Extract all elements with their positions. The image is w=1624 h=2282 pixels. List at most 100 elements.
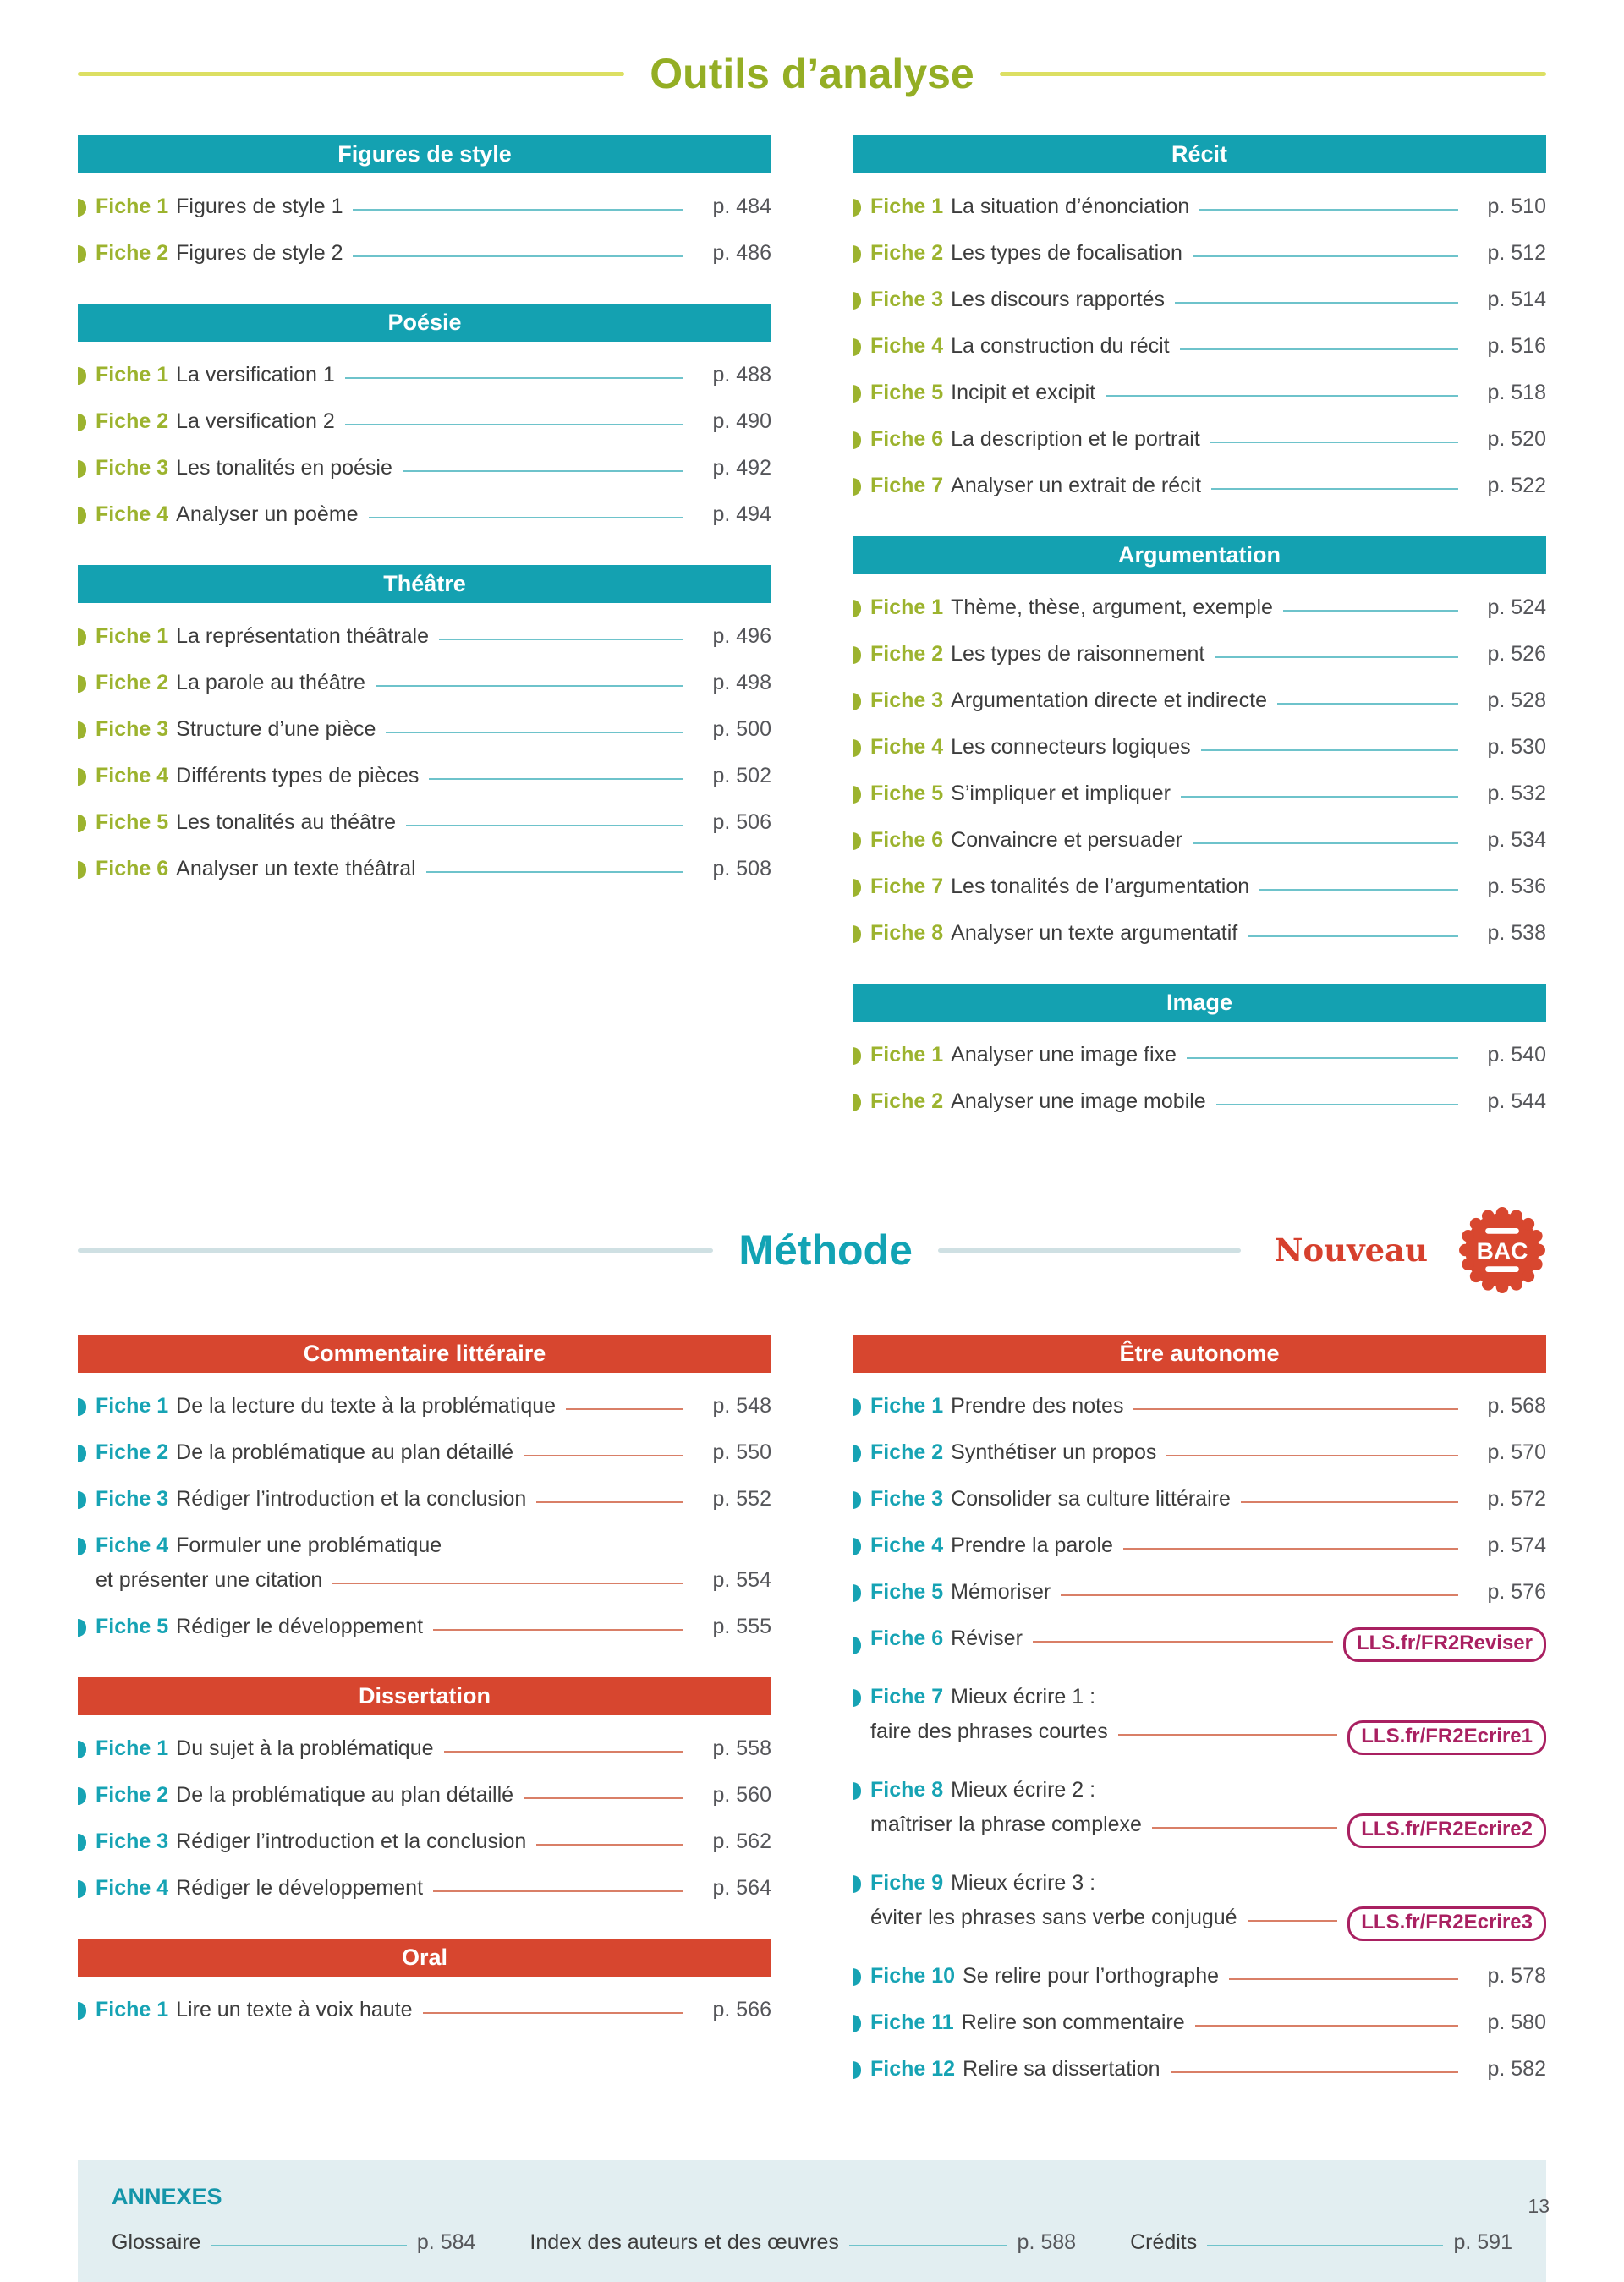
toc-entry: Fiche 1 La situation d’énonciation p. 510 <box>853 195 1546 218</box>
entry-title: Analyser un texte théâtral <box>176 857 416 880</box>
toc-entry: Fiche 10 Se relire pour l’orthographe p. 5… <box>853 1965 1546 1988</box>
section-title-methode: Méthode <box>738 1226 913 1274</box>
leader-line <box>353 209 683 211</box>
fiche-number: Fiche 7 <box>870 1685 944 1709</box>
page-ref: p. 520 <box>1487 427 1546 451</box>
entry-title: S’impliquer et impliquer <box>951 782 1171 805</box>
annexes-band: ANNEXES Glossaire p. 584 Index des auteur… <box>78 2160 1546 2282</box>
leader-line <box>536 1501 683 1503</box>
lls-link-badge[interactable]: LLS.fr/FR2Reviser <box>1342 1627 1546 1662</box>
fiche-number: Fiche 7 <box>870 474 944 497</box>
page-ref: p. 572 <box>1487 1487 1546 1511</box>
toc-entry: Fiche 1 Analyser une image fixe p. 540 <box>853 1044 1546 1067</box>
entry-title: Analyser une image mobile <box>951 1089 1206 1113</box>
fiche-number: Fiche 4 <box>96 502 169 526</box>
entry-title: Prendre la parole <box>951 1533 1113 1557</box>
leader-line <box>1282 610 1458 612</box>
fiche-bullet-icon <box>78 1538 86 1555</box>
page-ref: p. 532 <box>1487 782 1546 805</box>
entry-title: Relire son commentaire <box>961 2010 1185 2034</box>
leader-line <box>344 377 683 379</box>
page-ref: p. 576 <box>1487 1580 1546 1604</box>
toc-entry: Fiche 2 Les types de focalisation p. 512 <box>853 242 1546 265</box>
group-header: Commentaire littéraire <box>78 1335 771 1373</box>
toc-entry: Fiche 7 Les tonalités de l’argumentation p… <box>853 875 1546 898</box>
leader-line <box>425 871 683 873</box>
page-ref: p. 570 <box>1487 1440 1546 1464</box>
fiche-bullet-icon <box>853 1398 861 1416</box>
methode-columns: Commentaire littéraire Fiche 1 De la lect… <box>78 1335 1546 2120</box>
fiche-number: Fiche 1 <box>96 1998 169 2021</box>
fiche-bullet-icon <box>853 431 861 449</box>
entry-title: Rédiger le développement <box>176 1615 424 1638</box>
toc-entry: Fiche 1 Prendre des notes p. 568 <box>853 1395 1546 1418</box>
page-ref: p. 502 <box>712 764 771 787</box>
section-title-outils: Outils d’analyse <box>650 50 974 97</box>
page-ref: p. 498 <box>712 671 771 694</box>
toc-entry: Fiche 2 La parole au théâtre p. 498 <box>78 672 771 694</box>
entry-title: Les types de focalisation <box>951 241 1182 265</box>
entry-title: De la problématique au plan détaillé <box>176 1783 514 1807</box>
page-ref: p. 512 <box>1487 241 1546 265</box>
annex-entry: Index des auteurs et des œuvres p. 588 <box>529 2230 1076 2255</box>
page-ref: p. 508 <box>712 857 771 880</box>
page-ref: p. 510 <box>1487 195 1546 218</box>
toc-entry: Fiche 2 Figures de style 2 p. 486 <box>78 242 771 265</box>
lls-link-badge[interactable]: LLS.fr/FR2Ecrire2 <box>1347 1813 1546 1848</box>
leader-line <box>1170 2071 1458 2073</box>
methode-left-column: Commentaire littéraire Fiche 1 De la lect… <box>78 1335 771 2060</box>
toc-entry: Fiche 3 Structure d’une pièce p. 500 <box>78 718 771 741</box>
entry-title: La représentation théâtrale <box>176 624 429 648</box>
lls-link-badge[interactable]: LLS.fr/FR2Ecrire3 <box>1347 1906 1546 1941</box>
toc-entry: Fiche 5 Incipit et excipit p. 518 <box>853 381 1546 404</box>
group-header: Oral <box>78 1939 771 1977</box>
entry-title: Prendre des notes <box>951 1394 1124 1418</box>
fiche-number: Fiche 1 <box>96 624 169 648</box>
fiche-bullet-icon <box>853 338 861 356</box>
entry-title: Rédiger l’introduction et la conclusion <box>176 1829 527 1853</box>
section-header-methode: Méthode Nouveau BAC <box>78 1206 1546 1294</box>
page-ref: p. 580 <box>1487 2010 1546 2034</box>
fiche-number: Fiche 4 <box>870 735 944 759</box>
toc-entry: Fiche 2 De la problématique au plan détai… <box>78 1441 771 1464</box>
fiche-bullet-icon <box>853 1445 861 1462</box>
fiche-number: Fiche 6 <box>870 1626 944 1650</box>
entry-title: La description et le portrait <box>951 427 1200 451</box>
fiche-bullet-icon <box>853 292 861 310</box>
fiche-bullet-icon <box>78 1787 86 1805</box>
fiche-bullet-icon <box>78 367 86 385</box>
entry-title-continuation: faire des phrases courtes <box>870 1720 1108 1743</box>
fiche-number: Fiche 5 <box>870 782 944 805</box>
fiche-number: Fiche 2 <box>96 241 169 265</box>
group-oral: Oral Fiche 1 Lire un texte à voix haute p.… <box>78 1939 771 2021</box>
fiche-bullet-icon <box>853 1047 861 1065</box>
fiche-bullet-icon <box>78 721 86 739</box>
entry-title-continuation: éviter les phrases sans verbe conjugué <box>870 1906 1237 1929</box>
fiche-number: Fiche 3 <box>870 1487 944 1511</box>
toc-entry: Fiche 8 Analyser un texte argumentatif p. … <box>853 922 1546 945</box>
entry-title: De la problématique au plan détaillé <box>176 1440 514 1464</box>
page-ref: p. 528 <box>1487 688 1546 712</box>
leader-line <box>1211 488 1458 490</box>
entry-title: Glossaire <box>112 2230 201 2254</box>
entry-title: Relire sa dissertation <box>963 2057 1160 2081</box>
fiche-bullet-icon <box>78 2002 86 2020</box>
lls-link-badge[interactable]: LLS.fr/FR2Ecrire1 <box>1347 1720 1546 1755</box>
toc-entry: Fiche 4 Les connecteurs logiques p. 530 <box>853 736 1546 759</box>
entry-title: Les connecteurs logiques <box>951 735 1191 759</box>
fiche-bullet-icon <box>78 1619 86 1637</box>
page-ref: p. 488 <box>712 363 771 387</box>
fiche-number: Fiche 3 <box>870 288 944 311</box>
group-poesie: Poésie Fiche 1 La versification 1 p. 488 F… <box>78 304 771 526</box>
page-ref: p. 484 <box>712 195 771 218</box>
fiche-number: Fiche 1 <box>96 1736 169 1760</box>
group-theatre: Théâtre Fiche 1 La représentation théâtra… <box>78 565 771 880</box>
page-ref: p. 588 <box>1017 2230 1077 2254</box>
leader-line <box>1151 1827 1338 1829</box>
fiche-number: Fiche 2 <box>870 1089 944 1113</box>
toc-entry: Fiche 1 Du sujet à la problématique p. 558 <box>78 1737 771 1760</box>
entry-title: Rédiger l’introduction et la conclusion <box>176 1487 527 1511</box>
fiche-bullet-icon <box>853 600 861 617</box>
leader-line <box>1259 889 1458 891</box>
page-number: 13 <box>1528 2195 1550 2217</box>
